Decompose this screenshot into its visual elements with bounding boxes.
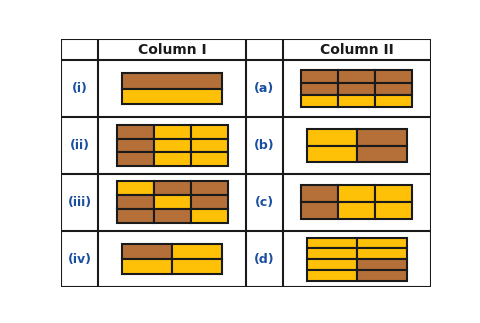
Text: (d): (d) bbox=[254, 253, 275, 266]
Bar bbox=[117, 139, 154, 152]
Text: (iii): (iii) bbox=[68, 196, 92, 209]
Text: (iv): (iv) bbox=[68, 253, 92, 266]
Bar bbox=[172, 259, 222, 275]
Bar bbox=[375, 70, 412, 83]
Bar bbox=[301, 185, 338, 202]
Bar bbox=[307, 248, 357, 259]
Bar bbox=[122, 259, 172, 275]
Bar bbox=[307, 129, 357, 145]
Bar bbox=[307, 237, 357, 248]
Bar bbox=[117, 152, 154, 166]
Bar bbox=[154, 125, 191, 139]
Bar bbox=[357, 129, 407, 145]
Bar bbox=[375, 95, 412, 107]
Bar bbox=[357, 145, 407, 162]
Bar bbox=[154, 195, 191, 209]
Bar bbox=[301, 95, 338, 107]
Bar bbox=[191, 182, 228, 195]
Bar bbox=[375, 83, 412, 95]
Bar bbox=[117, 209, 154, 223]
Bar bbox=[117, 182, 154, 195]
Bar bbox=[154, 182, 191, 195]
Bar bbox=[154, 139, 191, 152]
Text: Column I: Column I bbox=[138, 43, 206, 57]
Text: (b): (b) bbox=[254, 139, 275, 152]
Bar bbox=[375, 185, 412, 202]
Bar bbox=[122, 73, 222, 89]
Bar bbox=[338, 70, 375, 83]
Bar bbox=[301, 83, 338, 95]
Bar bbox=[191, 209, 228, 223]
Bar bbox=[172, 244, 222, 259]
Bar bbox=[375, 202, 412, 219]
Bar bbox=[338, 185, 375, 202]
Bar bbox=[122, 244, 172, 259]
Bar bbox=[122, 89, 222, 104]
Bar bbox=[338, 83, 375, 95]
Text: (a): (a) bbox=[254, 82, 275, 95]
Bar bbox=[301, 202, 338, 219]
Bar bbox=[307, 145, 357, 162]
Bar bbox=[307, 259, 357, 270]
Bar bbox=[154, 152, 191, 166]
Bar bbox=[357, 248, 407, 259]
Bar bbox=[154, 209, 191, 223]
Text: (i): (i) bbox=[72, 82, 88, 95]
Bar bbox=[117, 195, 154, 209]
Bar bbox=[191, 152, 228, 166]
Bar bbox=[357, 259, 407, 270]
Bar bbox=[338, 95, 375, 107]
Text: (ii): (ii) bbox=[70, 139, 90, 152]
Bar bbox=[191, 195, 228, 209]
Bar bbox=[191, 139, 228, 152]
Bar bbox=[307, 270, 357, 281]
Text: Column II: Column II bbox=[320, 43, 394, 57]
Bar bbox=[117, 125, 154, 139]
Bar bbox=[357, 270, 407, 281]
Text: (c): (c) bbox=[255, 196, 274, 209]
Bar bbox=[357, 237, 407, 248]
Bar bbox=[301, 70, 338, 83]
Bar bbox=[338, 202, 375, 219]
Bar bbox=[191, 125, 228, 139]
